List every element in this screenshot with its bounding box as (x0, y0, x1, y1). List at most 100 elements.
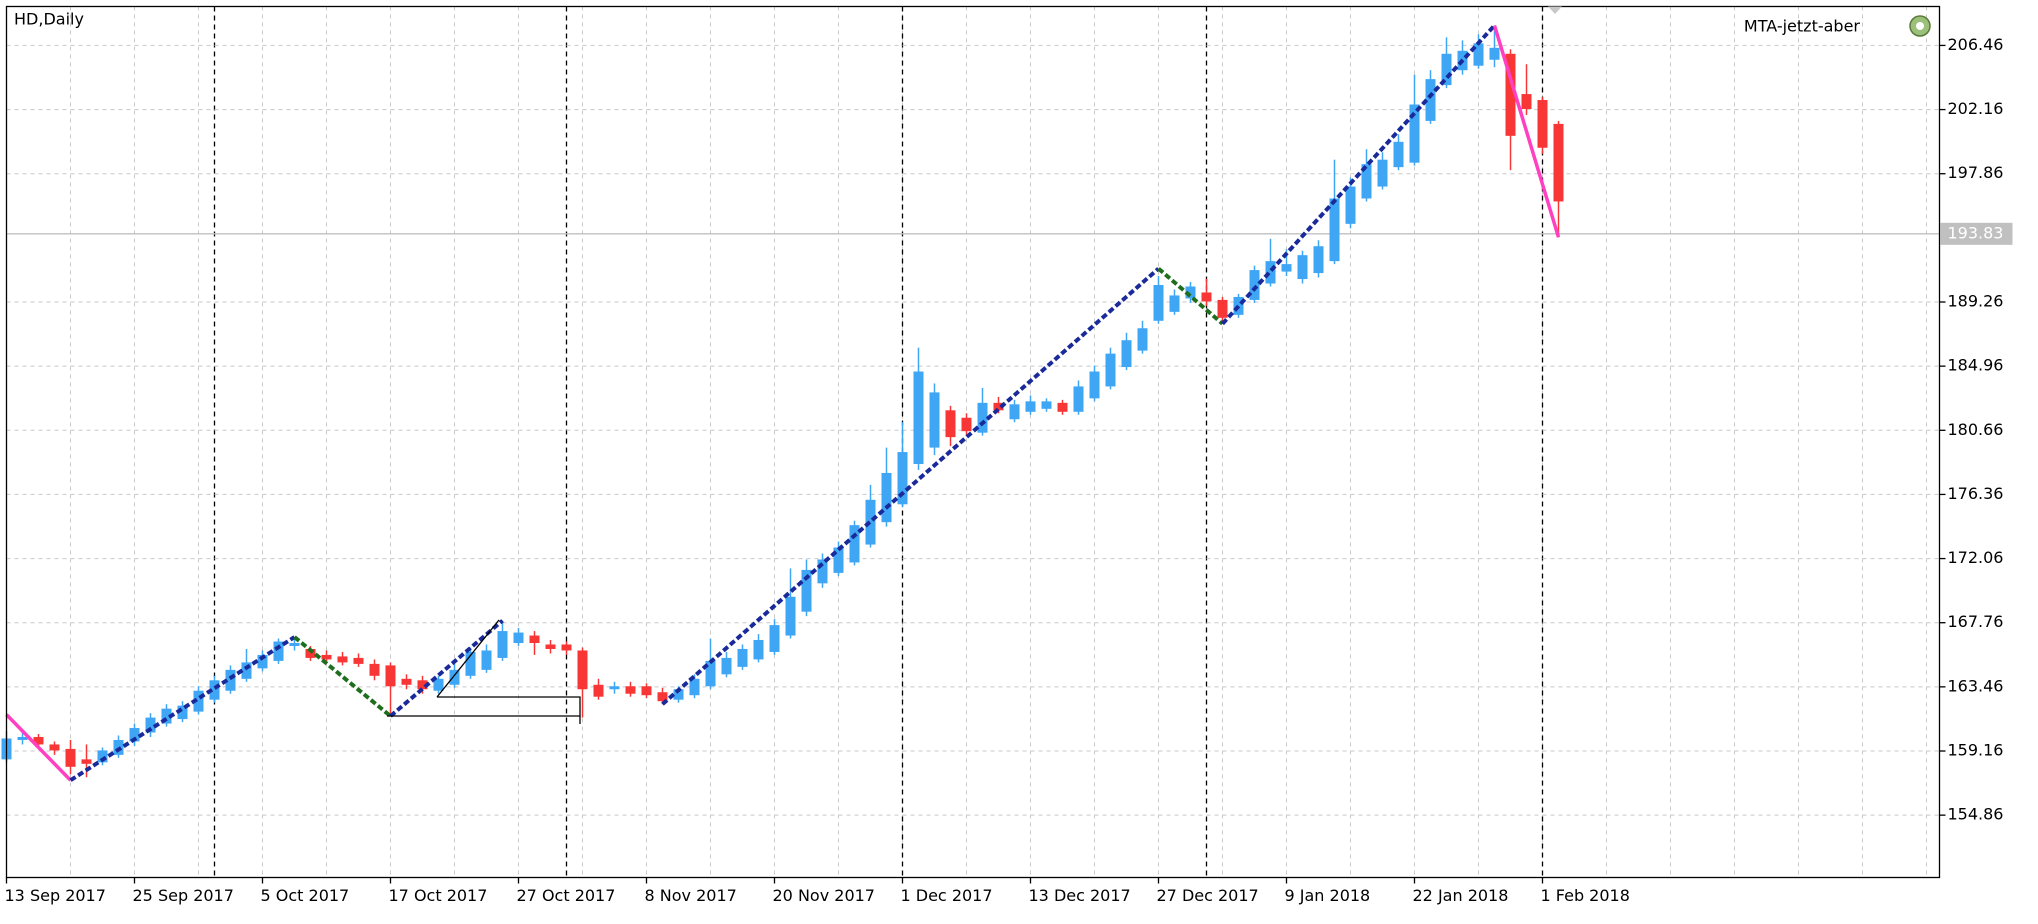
candle-body (929, 392, 940, 448)
candle-body (769, 625, 780, 652)
candle-body (321, 654, 332, 660)
candle-body (1489, 47, 1500, 60)
candle-body (1281, 264, 1292, 272)
zigzag-line (389, 619, 504, 718)
drawn-line (436, 619, 500, 698)
chart-title: HD,Daily (14, 10, 84, 29)
zigzag-line (69, 635, 296, 782)
candle-body (273, 641, 284, 661)
current-price-label: 193.83 (1948, 223, 2004, 242)
y-tick-label: 163.46 (1948, 676, 2004, 695)
y-tick-label: 189.26 (1948, 292, 2004, 311)
candle-body (817, 559, 828, 584)
candle-body (497, 631, 508, 658)
candle-body (1441, 53, 1452, 86)
candle-body (705, 660, 716, 687)
candle-body (753, 640, 764, 660)
candle-body (1409, 104, 1420, 163)
candle-body (385, 665, 396, 687)
candle-body (65, 748, 76, 767)
candle-body (81, 759, 92, 764)
candle-body (1073, 386, 1084, 412)
candle-body (977, 402, 988, 433)
indicator-name: MTA-jetzt-aber (1744, 17, 1861, 36)
candle-body (1089, 371, 1100, 399)
candle-body (1505, 53, 1516, 136)
candle-body (1153, 284, 1164, 321)
candle-body (1025, 401, 1036, 412)
candle-body (673, 689, 684, 700)
y-tick-label: 176.36 (1948, 484, 2004, 503)
x-tick-label: 25 Sep 2017 (133, 886, 234, 905)
current-price-box (1940, 222, 2013, 245)
candle-body (1377, 159, 1388, 187)
zigzag-line (661, 267, 1160, 706)
shift-marker (1548, 6, 1562, 14)
candle-body (1009, 404, 1020, 420)
candle-body (593, 684, 604, 697)
candle-body (881, 472, 892, 523)
candle-body (289, 643, 300, 646)
candle-body (49, 744, 60, 751)
x-tick-label: 5 Oct 2017 (261, 886, 350, 905)
x-tick-label: 9 Jan 2018 (1285, 886, 1371, 905)
candle-body (1249, 270, 1260, 300)
marks-layer (1, 24, 1564, 782)
candle-body (1521, 94, 1532, 109)
icon-dot (1916, 22, 1924, 30)
candle-body (161, 708, 172, 724)
candle-body (1297, 255, 1308, 280)
candle-body (833, 547, 844, 573)
y-tick-label: 180.66 (1948, 420, 2004, 439)
candle-body (993, 402, 1004, 411)
x-tick-label: 13 Sep 2017 (5, 886, 106, 905)
plot-frame (5, 5, 1941, 879)
candle-body (865, 499, 876, 545)
x-tick-label: 13 Dec 2017 (1029, 886, 1131, 905)
candle-body (1121, 340, 1132, 368)
candle-body (689, 678, 700, 696)
drawn-rectangle (437, 696, 581, 724)
candle-body (449, 669, 460, 685)
y-tick-label: 184.96 (1948, 356, 2004, 375)
zigzag-line (5, 713, 72, 782)
candle-body (465, 651, 476, 676)
candle-body (785, 596, 796, 636)
candle-body (1425, 79, 1436, 121)
x-tick-label: 22 Jan 2018 (1413, 886, 1509, 905)
candle-body (641, 686, 652, 696)
candle-body (801, 569, 812, 612)
candle-body (545, 644, 556, 649)
candle-body (1553, 123, 1564, 202)
candle-body (433, 678, 444, 691)
candle-body (209, 680, 220, 700)
candle-body (401, 678, 412, 685)
candle-body (849, 525, 860, 563)
grid-layer (6, 6, 1940, 878)
zigzag-line (293, 635, 392, 718)
candle-body (1537, 100, 1548, 148)
candle-body (1169, 295, 1180, 312)
zigzag-line (1157, 267, 1224, 326)
candle-body (481, 650, 492, 670)
candle-body (177, 705, 188, 720)
x-tick-label: 20 Nov 2017 (773, 886, 875, 905)
y-tick-label: 154.86 (1948, 805, 2004, 824)
drawn-objects (387, 619, 581, 724)
candle-body (1105, 353, 1116, 387)
candle-body (1329, 198, 1340, 262)
candle-body (369, 663, 380, 676)
x-tick-label: 1 Dec 2017 (901, 886, 993, 905)
candle-body (241, 662, 252, 679)
candle-body (17, 736, 28, 740)
y-tick-label: 172.06 (1948, 548, 2004, 567)
indicator-icon (1909, 15, 1931, 37)
candle-body (225, 669, 236, 691)
candle-body (1265, 261, 1276, 284)
candle-body (721, 657, 732, 675)
candle-body (577, 650, 588, 690)
candle-body (513, 632, 524, 644)
x-tick-label: 17 Oct 2017 (389, 886, 488, 905)
